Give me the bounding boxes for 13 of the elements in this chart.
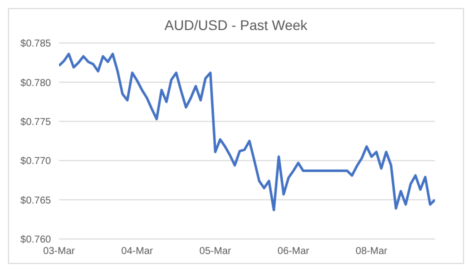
y-tick-label: $0.765: [20, 195, 52, 206]
y-tick-label: $0.775: [20, 116, 52, 128]
y-tick-label: $0.780: [20, 78, 52, 89]
x-tick-label: 06-Mar: [278, 246, 310, 258]
chart-title: AUD/USD - Past Week: [164, 16, 308, 35]
x-tick-label: 04-Mar: [121, 246, 154, 258]
y-tick-label: $0.760: [20, 234, 52, 246]
y-tick-label: $0.770: [20, 156, 52, 168]
y-tick-label: $0.785: [20, 38, 52, 50]
line-series: [59, 52, 435, 212]
x-tick-label: 08-Mar: [356, 246, 388, 258]
x-tick-label: 03-Mar: [43, 246, 76, 258]
x-tick-label: 05-Mar: [199, 246, 232, 258]
